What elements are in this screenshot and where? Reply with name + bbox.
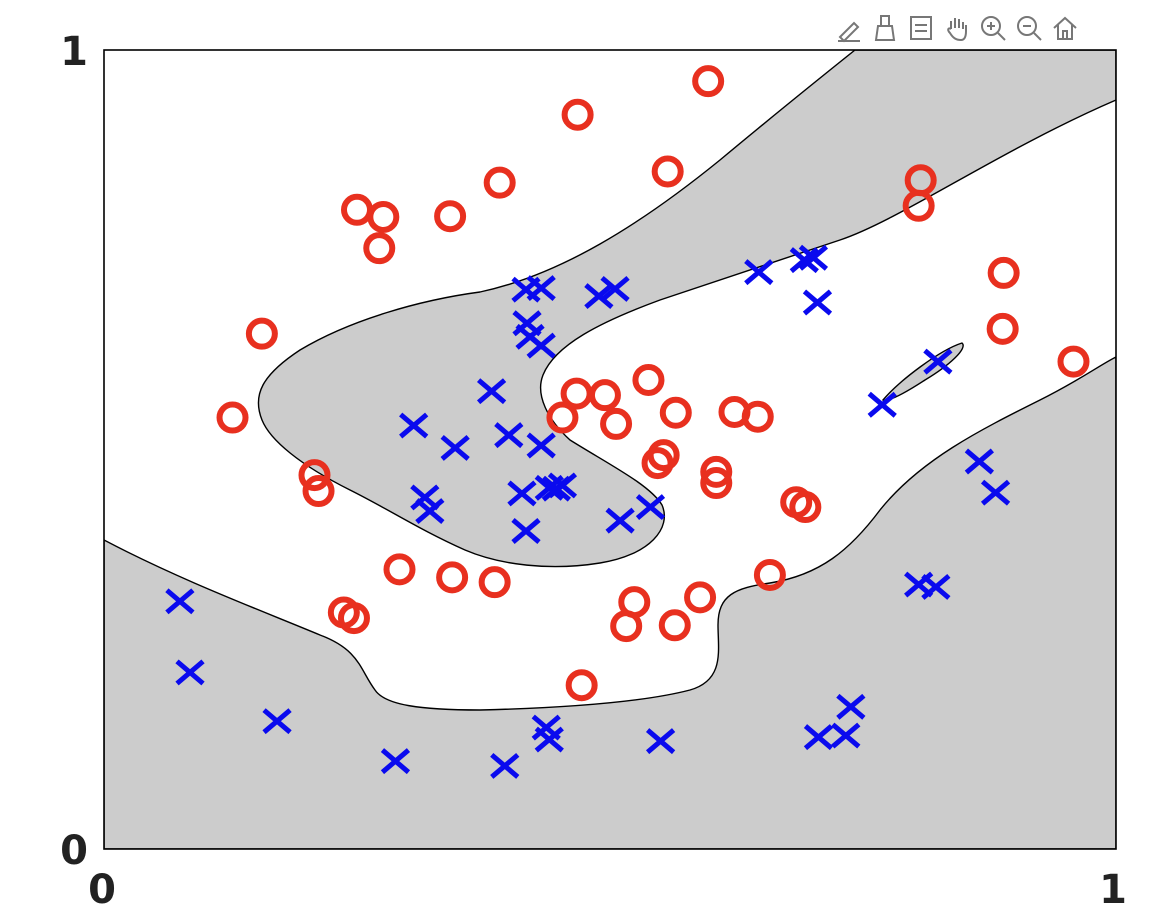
point-o-3	[483, 166, 516, 199]
decision-region	[104, 50, 1116, 849]
point-x-22	[635, 494, 666, 520]
point-x-24	[415, 498, 445, 524]
point-o-30	[789, 491, 822, 524]
point-o-40	[337, 602, 370, 635]
point-o-31	[383, 553, 416, 586]
point-x-5	[789, 247, 819, 274]
series-x	[165, 244, 1011, 779]
point-o-38	[658, 609, 691, 642]
legend-button[interactable]	[904, 10, 938, 46]
point-x-40	[831, 722, 861, 749]
point-o-32	[436, 561, 469, 594]
point-x-3	[600, 275, 630, 302]
point-o-28	[700, 467, 733, 500]
zoom-out-button[interactable]	[1012, 10, 1046, 46]
legend-icon	[910, 16, 932, 40]
point-o-20	[632, 363, 665, 396]
point-o-16	[302, 475, 335, 508]
point-x-39	[803, 724, 834, 751]
point-o-22	[600, 407, 633, 440]
point-o-18	[546, 401, 579, 434]
point-x-41	[836, 693, 866, 720]
point-o-24	[741, 400, 774, 433]
point-x-21	[605, 507, 635, 534]
point-o-2	[651, 155, 684, 188]
zoom-in-button[interactable]	[976, 10, 1010, 46]
point-x-18	[507, 480, 537, 507]
point-x-20	[511, 518, 541, 544]
point-x-32	[175, 659, 205, 686]
point-x-7	[802, 289, 833, 316]
point-o-6	[434, 200, 467, 233]
point-x-12	[399, 412, 429, 439]
point-x-6	[798, 244, 829, 271]
x-tick-right: 1	[1099, 867, 1127, 913]
point-x-26	[923, 348, 953, 375]
home-button[interactable]	[1048, 10, 1082, 46]
point-x-28	[980, 479, 1011, 506]
point-x-35	[490, 752, 520, 779]
point-x-27	[964, 448, 994, 475]
point-o-37	[610, 610, 643, 643]
axes-frame	[103, 49, 1117, 850]
point-o-11	[986, 312, 1019, 345]
point-o-27	[700, 455, 733, 488]
series-o	[216, 65, 1090, 702]
point-o-7	[363, 232, 396, 265]
brush-button[interactable]	[868, 10, 902, 46]
home-icon	[1053, 16, 1077, 40]
point-o-10	[987, 256, 1020, 289]
point-x-19	[547, 472, 578, 499]
region-upper	[257, 50, 1116, 568]
edit-button[interactable]	[832, 10, 866, 46]
point-o-9	[902, 189, 935, 222]
point-x-34	[380, 748, 411, 775]
point-o-13	[245, 317, 278, 350]
point-x-38	[645, 728, 676, 755]
point-o-0	[692, 65, 725, 98]
zoom-out-icon	[1017, 16, 1042, 41]
pan-hand-button[interactable]	[940, 10, 974, 46]
y-tick-bottom: 0	[60, 828, 88, 874]
point-o-1	[561, 98, 594, 131]
zoom-in-icon	[981, 16, 1006, 41]
point-o-21	[659, 396, 692, 429]
point-o-26	[641, 447, 674, 480]
point-x-30	[921, 573, 951, 600]
point-x-14	[494, 422, 524, 449]
point-x-15	[526, 432, 556, 459]
point-o-36	[684, 581, 717, 614]
point-x-37	[534, 726, 564, 753]
point-o-33	[478, 566, 511, 599]
point-x-10	[526, 332, 556, 359]
toolbar	[832, 10, 1082, 46]
point-x-25	[867, 391, 897, 418]
brush-icon	[874, 15, 896, 41]
point-x-2	[584, 283, 614, 310]
point-x-31	[165, 588, 195, 615]
point-o-5	[367, 200, 400, 233]
point-o-34	[753, 558, 786, 591]
region-lower	[104, 356, 1116, 849]
point-x-11	[476, 378, 507, 405]
point-x-33	[262, 708, 292, 735]
y-tick-top: 1	[60, 29, 88, 75]
point-o-19	[588, 379, 621, 412]
point-o-4	[341, 193, 373, 226]
point-o-41	[565, 669, 598, 702]
edit-icon	[838, 21, 860, 43]
point-o-12	[1057, 345, 1090, 378]
point-x-13	[440, 434, 470, 461]
point-x-4	[744, 259, 774, 286]
point-o-14	[216, 401, 249, 434]
x-tick-left: 0	[88, 867, 116, 913]
point-x-1	[526, 275, 556, 302]
point-o-15	[298, 459, 331, 492]
pan-hand-icon	[947, 18, 967, 42]
